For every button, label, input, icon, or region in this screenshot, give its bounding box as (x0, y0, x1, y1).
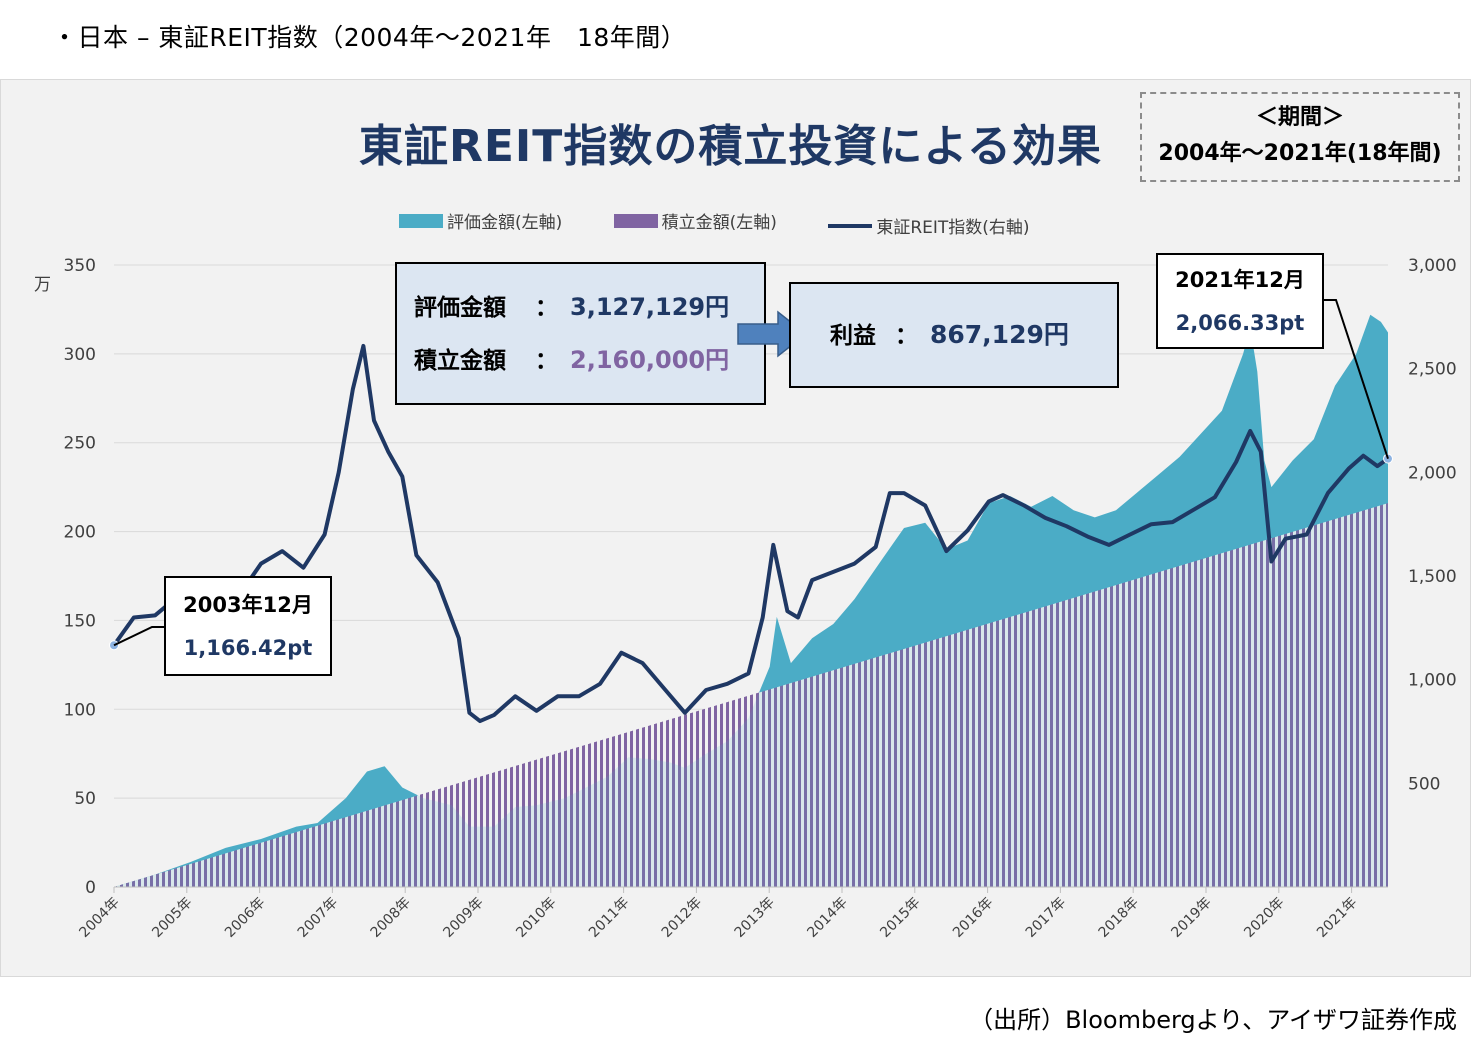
period-box: ＜期間＞ 2004年～2021年(18年間) (1140, 92, 1460, 182)
y-right-tick-label: 1,500 (1408, 567, 1457, 587)
summary-contribution-label: 積立金額 (414, 347, 506, 374)
y-left-tick-label: 0 (85, 878, 96, 898)
x-tick-label: 2015年 (877, 895, 923, 941)
y-left-unit: 万 (34, 275, 51, 295)
legend-label-value: 評価金額(左軸) (447, 213, 563, 233)
x-tick-label: 2019年 (1168, 895, 1214, 941)
profit-colon: ： (895, 323, 918, 349)
legend-item-contribution: 積立金額(左軸) (613, 208, 777, 233)
x-tick-label: 2017年 (1023, 895, 1069, 941)
chart-title: 東証REIT指数の積立投資による効果 (359, 121, 1103, 172)
legend-line-index (828, 223, 873, 228)
y-right-tick-label: 500 (1408, 774, 1440, 794)
legend-swatch-value (399, 213, 443, 228)
x-tick-label: 2012年 (659, 895, 705, 941)
period-range: 2004年～2021年(18年間) (1158, 141, 1442, 166)
x-tick-label: 2007年 (295, 895, 341, 941)
start-callout-leader (113, 626, 165, 647)
summary-colon: ： (535, 348, 558, 374)
legend-label-index: 東証REIT指数(右軸) (876, 218, 1030, 238)
x-tick-label: 2018年 (1096, 895, 1142, 941)
source-note: （出所）Bloombergより、アイザワ証券作成 (969, 1006, 1457, 1034)
start-callout-value: 1,166.42pt (184, 636, 313, 660)
profit-box (789, 282, 1119, 388)
summary-value-amount: 3,127,129円 (570, 293, 729, 321)
y-right-tick-label: 1,000 (1408, 671, 1457, 691)
x-tick-label: 2011年 (586, 895, 632, 941)
x-tick-label: 2006年 (222, 895, 268, 941)
y-left-tick-label: 150 (64, 611, 96, 631)
y-right-tick-label: 3,000 (1408, 256, 1457, 276)
summary-contribution-amount: 2,160,000円 (570, 346, 729, 374)
y-left-tick-label: 50 (74, 789, 96, 809)
x-tick-label: 2008年 (368, 895, 414, 941)
summary-box (395, 262, 766, 405)
x-tick-label: 2021年 (1314, 895, 1360, 941)
end-callout-box (1156, 253, 1324, 349)
x-tick-label: 2020年 (1241, 895, 1287, 941)
index-line (112, 343, 1390, 724)
legend-swatch-contribution (613, 213, 658, 228)
y-left-tick-label: 300 (64, 345, 96, 365)
page-heading: ・日本 – 東証REIT指数（2004年～2021年 18年間） (52, 23, 687, 52)
x-tick-label: 2013年 (732, 895, 778, 941)
profit-label: 利益 (830, 322, 876, 349)
y-left-tick-label: 100 (64, 700, 96, 720)
start-callout-date: 2003年12月 (183, 593, 313, 617)
summary-colon: ： (535, 295, 558, 321)
y-left-tick-label: 250 (64, 434, 96, 454)
x-tick-label: 2009年 (440, 895, 486, 941)
end-callout-leader (1324, 299, 1389, 459)
y-left-tick-label: 350 (64, 256, 96, 276)
contribution-area-overlay (114, 503, 1388, 887)
y-left-tick-label: 200 (64, 523, 96, 543)
x-tick-label: 2004年 (76, 895, 122, 941)
end-callout-value: 2,066.33pt (1176, 311, 1305, 335)
x-tick-label: 2014年 (804, 895, 850, 941)
x-tick-label: 2016年 (950, 895, 996, 941)
legend-item-value: 評価金額(左軸) (399, 208, 562, 233)
legend-label-contribution: 積立金額(左軸) (661, 213, 777, 233)
x-tick-label: 2005年 (149, 895, 195, 941)
end-callout-date: 2021年12月 (1175, 268, 1305, 292)
x-tick-label: 2010年 (513, 895, 559, 941)
profit-amount: 867,129円 (930, 320, 1069, 349)
summary-value-label: 評価金額 (414, 294, 506, 321)
y-right-tick-label: 2,500 (1408, 360, 1457, 380)
y-right-tick-label: 2,000 (1408, 463, 1457, 483)
legend: 評価金額(左軸) 積立金額(左軸) 東証REIT指数(右軸) (399, 208, 1076, 238)
legend-item-index: 東証REIT指数(右軸) (828, 213, 1030, 238)
start-callout-box (164, 576, 332, 676)
period-label: ＜期間＞ (1255, 105, 1344, 130)
